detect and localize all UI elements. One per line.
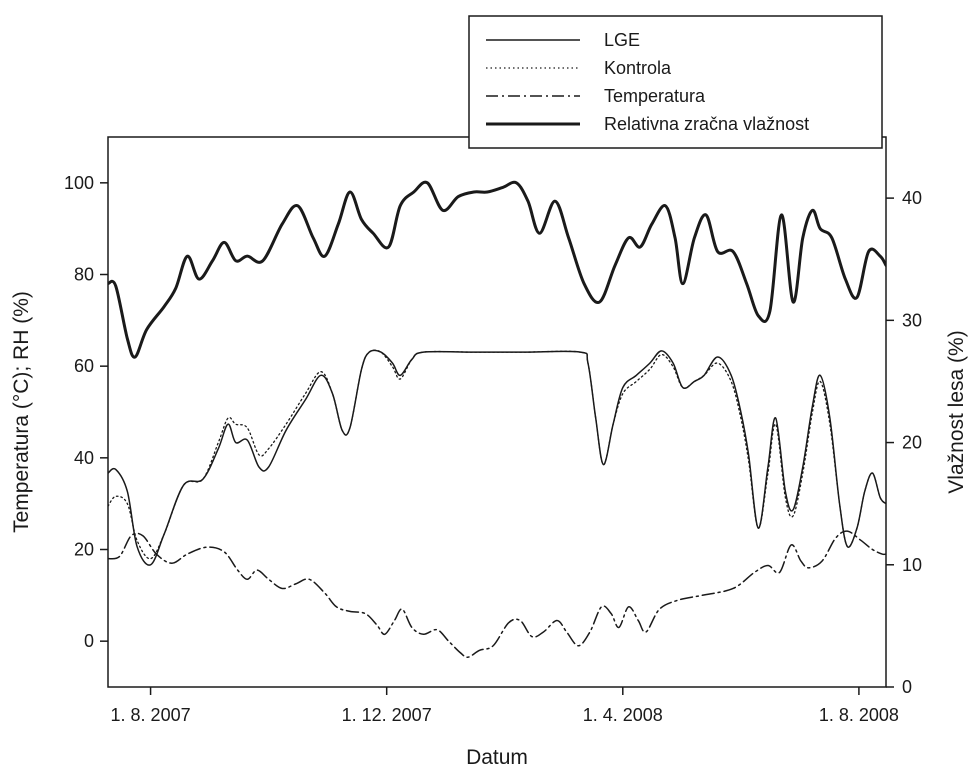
legend-label-temperatura: Temperatura — [604, 86, 706, 106]
series-layer — [108, 180, 886, 658]
plot-frame — [107, 136, 887, 688]
y-left-tick-label: 40 — [74, 448, 94, 468]
y-right-tick-label: 10 — [902, 555, 922, 575]
y-axis-right-title: Vlažnost lesa (%) — [945, 330, 968, 493]
y-right-tick-label: 30 — [902, 310, 922, 330]
series-line-kontrola — [108, 349, 886, 560]
x-axis-title: Datum — [466, 746, 528, 769]
legend-box — [468, 15, 883, 149]
legend-items: LGE Kontrola Temperatura Relativna zračna v… — [486, 30, 809, 134]
series-line-temperatura — [108, 530, 886, 658]
y-left-tick-label: 80 — [74, 265, 94, 285]
axes-layer: 0 20 40 60 80 100 0 10 20 30 40 1. 8. 2007 1. 12. 20… — [64, 173, 922, 725]
y-left-tick-label: 100 — [64, 173, 94, 193]
y-right-tick-label: 0 — [902, 677, 912, 697]
series-line-relativna-zracna-vlaznost — [108, 180, 886, 359]
y-left-tick-label: 60 — [74, 356, 94, 376]
y-axis-left-title: Temperatura (°C); RH (%) — [10, 291, 33, 533]
x-tick-label: 1. 4. 2008 — [583, 705, 663, 725]
y-right-tick-label: 40 — [902, 188, 922, 208]
y-right-tick-label: 20 — [902, 433, 922, 453]
legend-label-relativna-zracna-vlaznost: Relativna zračna vlažnost — [604, 114, 809, 134]
y-left-tick-label: 20 — [74, 540, 94, 560]
x-tick-label: 1. 12. 2007 — [342, 705, 432, 725]
series-line-lge — [108, 349, 886, 566]
legend-label-lge: LGE — [604, 30, 640, 50]
x-tick-label: 1. 8. 2007 — [111, 705, 191, 725]
legend: LGE Kontrola Temperatura Relativna zračna v… — [468, 15, 883, 149]
legend-label-kontrola: Kontrola — [604, 58, 672, 78]
x-tick-label: 1. 8. 2008 — [819, 705, 899, 725]
y-left-tick-label: 0 — [84, 631, 94, 651]
